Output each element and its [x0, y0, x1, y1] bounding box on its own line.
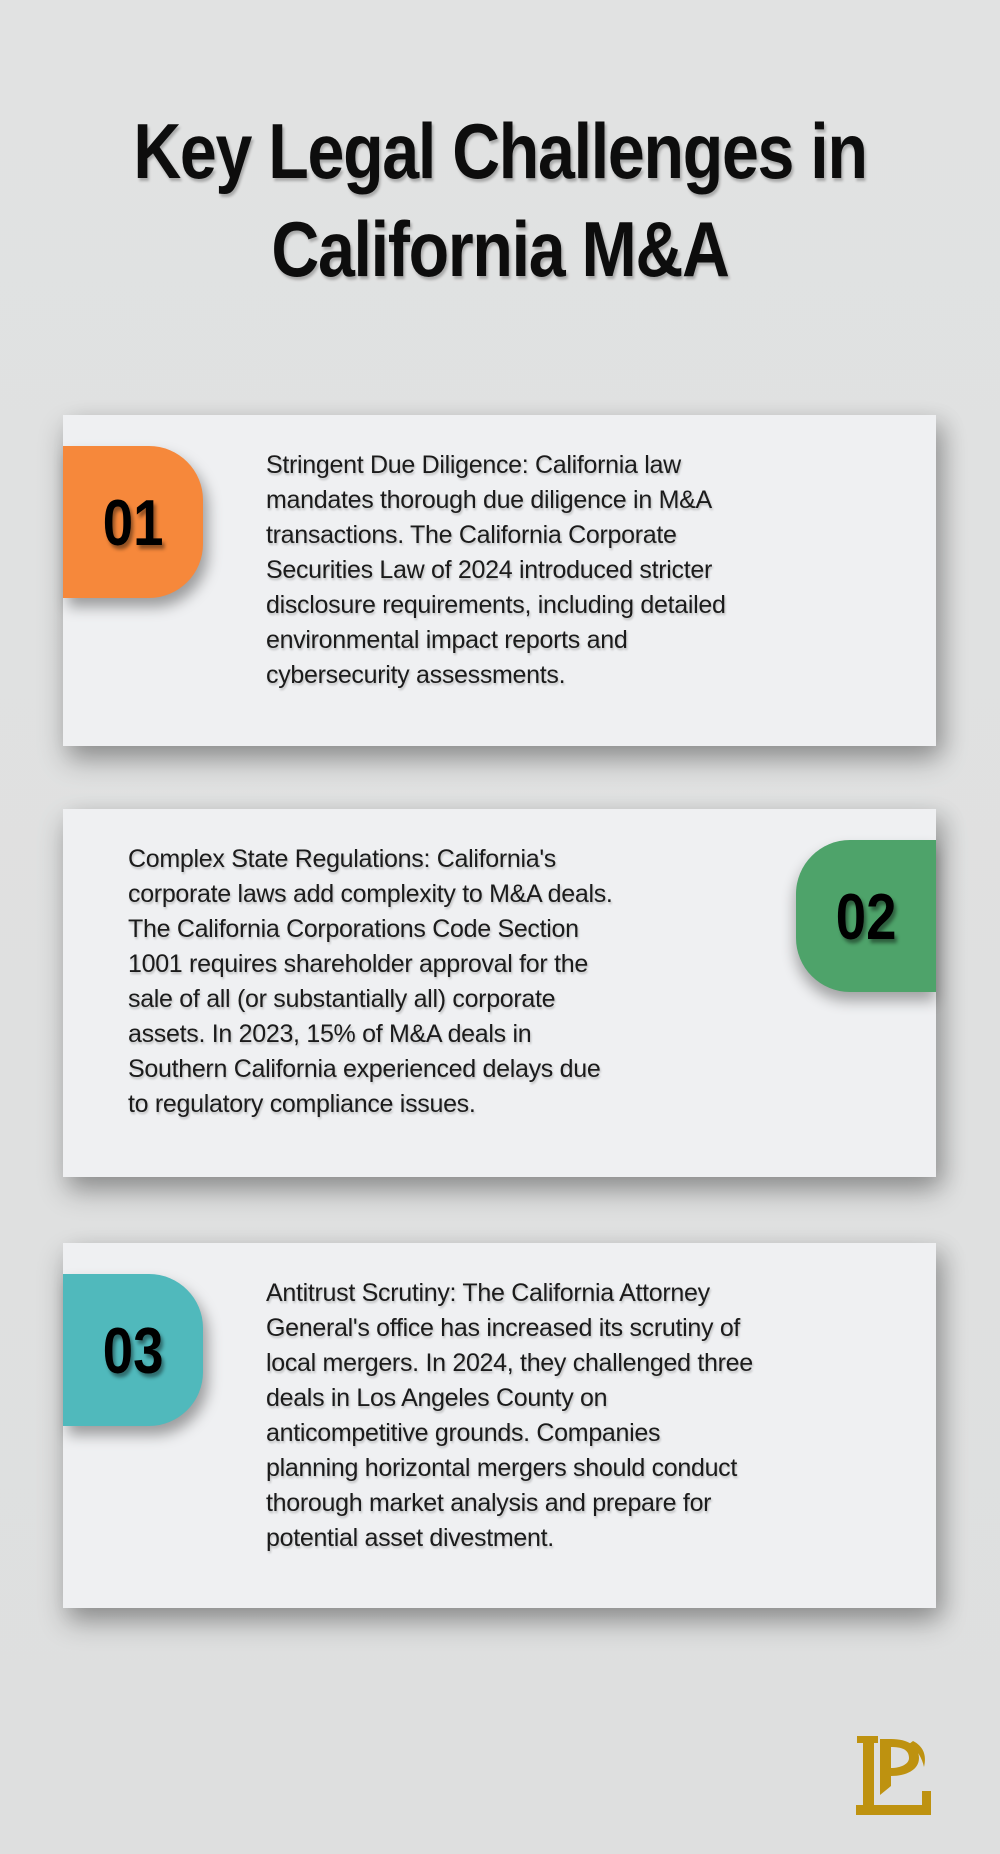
step-card-3: 03 Antitrust Scrutiny: The California At…	[63, 1243, 936, 1608]
step-card-1: 01 Stringent Due Diligence: California l…	[63, 415, 936, 746]
step-number-2: 02	[835, 879, 897, 953]
step-number-1: 01	[102, 485, 164, 559]
step-number-3: 03	[102, 1313, 164, 1387]
step-badge-1: 01	[63, 446, 203, 598]
page-title: Key Legal Challenges in California M&A	[133, 107, 868, 293]
step-text-3: Antitrust Scrutiny: The California Attor…	[266, 1279, 753, 1552]
step-text-1: Stringent Due Diligence: California law …	[266, 451, 726, 689]
step-card-2: 02 Complex State Regulations: California…	[63, 809, 936, 1177]
pl-monogram-icon	[856, 1736, 931, 1815]
brand-logo	[856, 1732, 931, 1817]
step-badge-3: 03	[63, 1274, 203, 1426]
step-text-2: Complex State Regulations: California's …	[128, 845, 613, 1118]
step-badge-2: 02	[796, 840, 936, 992]
